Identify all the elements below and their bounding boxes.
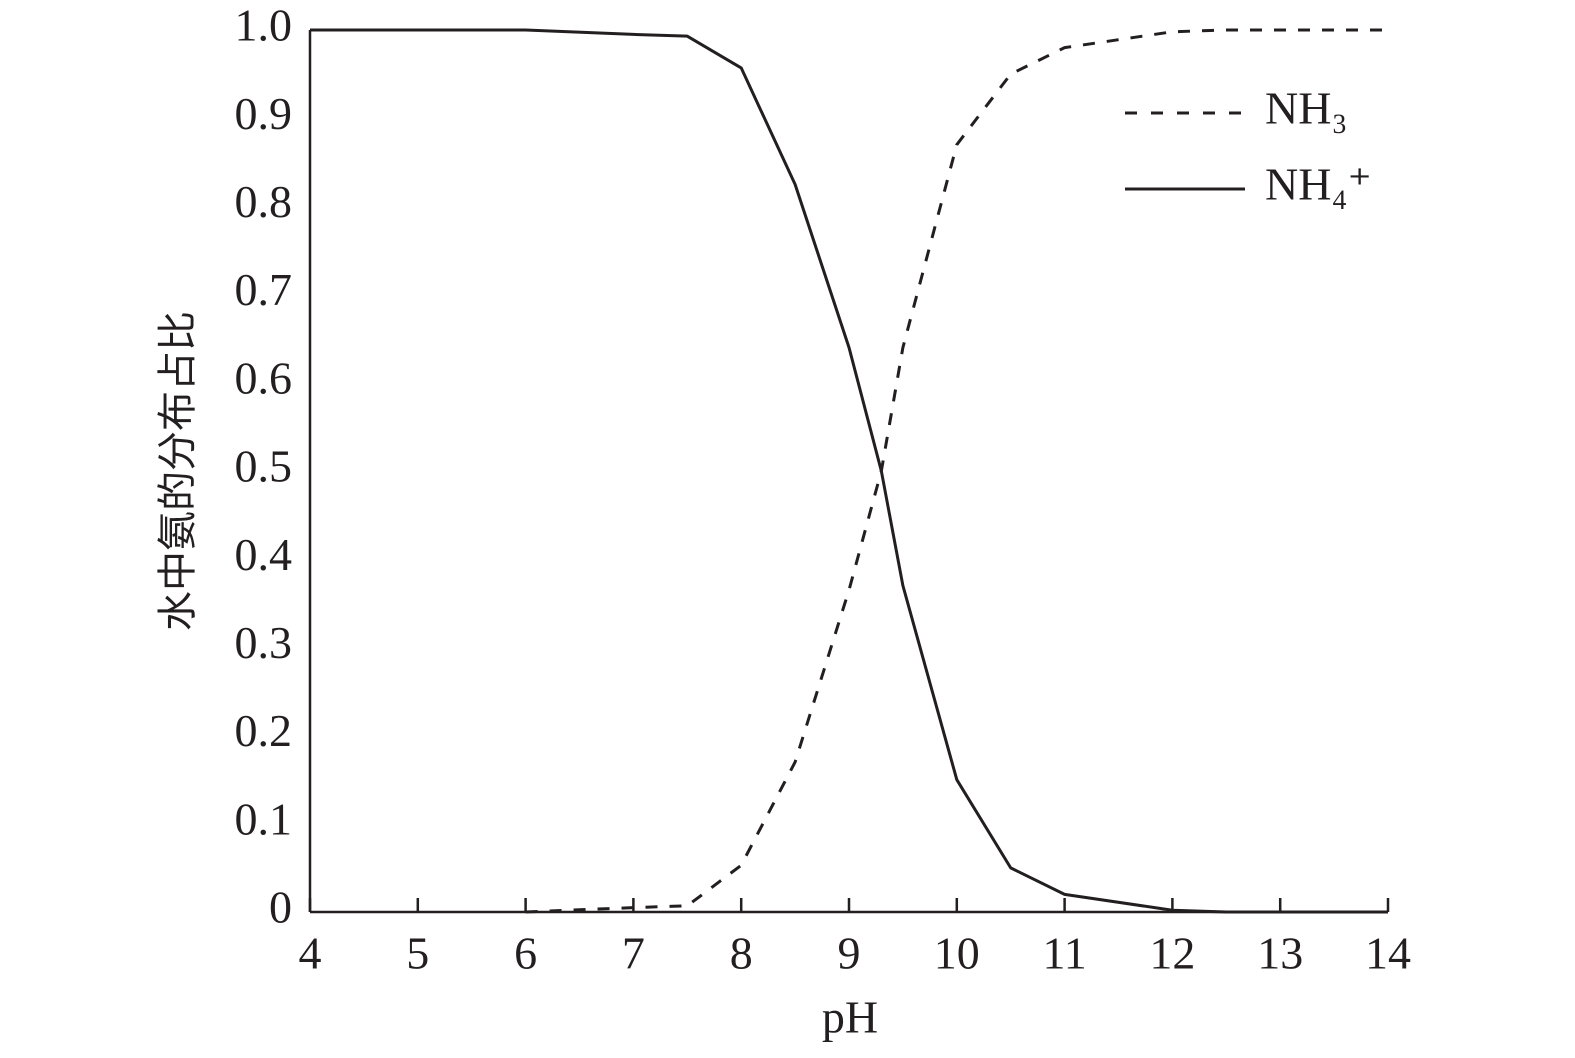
- x-axis-label: pH: [822, 992, 878, 1043]
- x-tick-label: 12: [1149, 928, 1195, 979]
- x-tick-label: 7: [622, 928, 645, 979]
- y-tick-label: 1.0: [235, 0, 293, 51]
- x-tick-label: 4: [299, 928, 322, 979]
- x-tick-label: 14: [1365, 928, 1411, 979]
- x-tick-label: 10: [934, 928, 980, 979]
- y-tick-label: 0.8: [235, 176, 293, 227]
- legend-label: NH₃: [1265, 83, 1347, 134]
- x-tick-label: 13: [1257, 928, 1303, 979]
- y-tick-label: 0.2: [235, 705, 293, 756]
- line-series: [525, 28, 1388, 914]
- x-tick-label: 5: [406, 928, 429, 979]
- x-tick-label: 6: [514, 928, 537, 979]
- y-tick-label: 0.7: [235, 264, 293, 315]
- x-tick-label: 8: [730, 928, 753, 979]
- y-tick-label: 0.1: [235, 793, 293, 844]
- x-tick-label: 11: [1042, 928, 1086, 979]
- y-tick-label: 0.3: [235, 617, 293, 668]
- y-tick-label: 0.9: [235, 88, 293, 139]
- y-tick-label: 0.5: [235, 441, 293, 492]
- y-tick-label: 0.4: [235, 529, 293, 580]
- y-tick-label: 0.6: [235, 352, 293, 403]
- y-tick-label: 0: [269, 882, 292, 933]
- y-axis-label: 水中氨的分布占比: [155, 311, 200, 631]
- legend-label: NH₄⁺: [1265, 159, 1372, 210]
- x-tick-label: 9: [838, 928, 861, 979]
- line-series: [310, 28, 1388, 914]
